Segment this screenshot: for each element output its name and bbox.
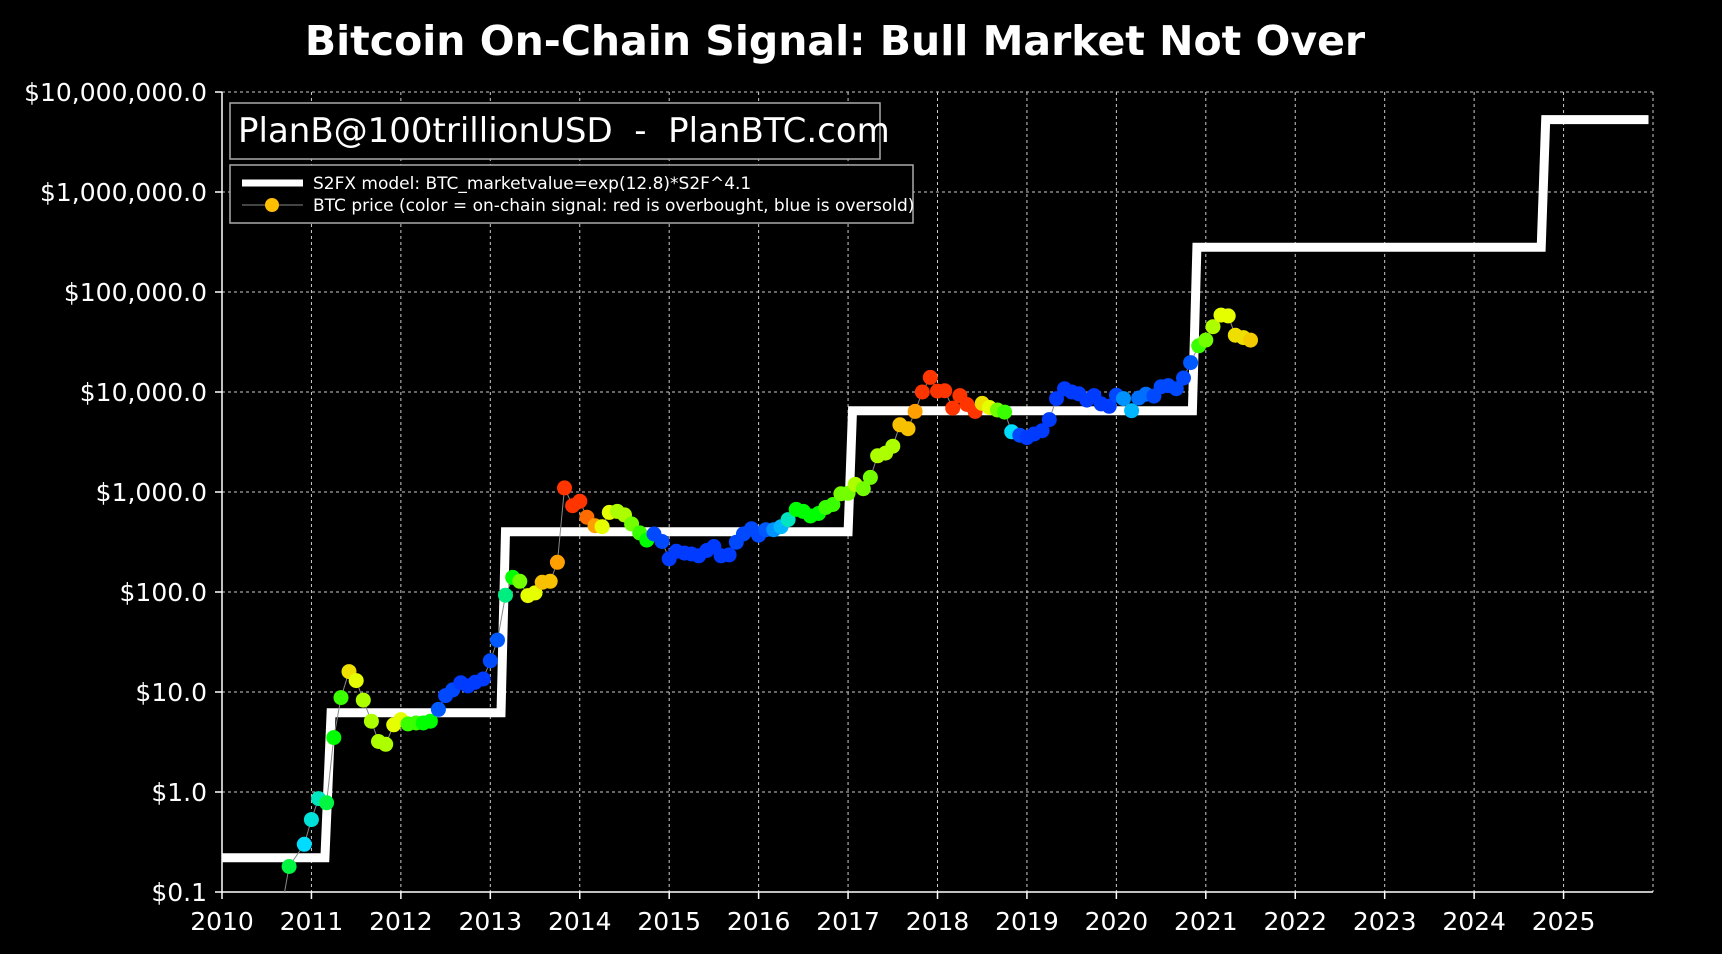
x-tick-label: 2019 <box>995 907 1059 936</box>
x-tick-label: 2022 <box>1263 907 1327 936</box>
price-point <box>780 512 796 528</box>
price-point <box>862 469 878 485</box>
x-tick-label: 2021 <box>1174 907 1238 936</box>
price-point <box>914 384 930 400</box>
y-tick-label: $10,000.0 <box>80 378 207 407</box>
price-point <box>572 493 588 509</box>
x-tick-label: 2015 <box>637 907 701 936</box>
price-point <box>527 585 543 601</box>
price-point <box>945 400 961 416</box>
price-point <box>490 632 505 648</box>
price-point <box>348 673 364 689</box>
price-point <box>900 421 916 437</box>
x-tick-label: 2017 <box>816 907 880 936</box>
price-point <box>363 713 379 729</box>
price-point <box>475 671 491 687</box>
price-point <box>319 795 335 811</box>
price-point <box>997 404 1013 420</box>
price-point <box>1176 370 1191 386</box>
y-tick-label: $0.1 <box>151 878 207 907</box>
x-tick-label: 2012 <box>369 907 433 936</box>
legend-label-model: S2FX model: BTC_marketvalue=exp(12.8)*S2… <box>313 174 751 194</box>
y-tick-label: $1.0 <box>151 778 207 807</box>
price-point <box>1116 391 1131 407</box>
price-point <box>281 859 297 874</box>
price-point <box>542 573 558 589</box>
price-point <box>1041 412 1057 428</box>
watermark-frame <box>229 102 881 160</box>
price-point <box>1183 355 1199 371</box>
price-point <box>422 713 438 729</box>
price-point <box>922 369 938 385</box>
price-point <box>1198 332 1214 348</box>
price-point <box>1243 332 1258 348</box>
price-point <box>498 587 513 603</box>
chart-title: Bitcoin On-Chain Signal: Bull Market Not… <box>305 17 1366 65</box>
price-point <box>512 573 528 589</box>
x-tick-label: 2011 <box>280 907 344 936</box>
price-point <box>1168 381 1184 397</box>
axis-ticks: 2010 2011 2012 2013 2014 2015 2016 2017 2018 2019… <box>24 78 1595 936</box>
watermark-label: PlanB@100trillionUSD - PlanBTC.com <box>238 111 890 151</box>
price-point <box>1220 308 1236 324</box>
y-tick-label: $10.0 <box>135 678 207 707</box>
price-point <box>1034 423 1050 439</box>
axes <box>221 92 1653 893</box>
watermark-box: PlanB@100trillionUSD - PlanBTC.com <box>229 102 890 160</box>
price-point <box>907 403 923 419</box>
price-point <box>825 497 841 512</box>
y-tick-label: $1,000.0 <box>96 478 207 507</box>
price-point <box>885 438 901 454</box>
price-point <box>1124 403 1140 419</box>
price-point <box>937 383 953 399</box>
price-point <box>333 690 349 706</box>
x-tick-label: 2020 <box>1085 907 1149 936</box>
x-tick-label: 2013 <box>459 907 523 936</box>
price-point <box>594 519 610 535</box>
x-tick-label: 2024 <box>1442 907 1506 936</box>
price-point <box>378 736 394 752</box>
price-point <box>549 554 565 570</box>
price-point <box>721 547 737 563</box>
legend-label-price: BTC price (color = on-chain signal: red … <box>313 196 914 216</box>
price-point <box>303 812 319 828</box>
y-tick-label: $1,000,000.0 <box>40 178 207 207</box>
y-tick-label: $100,000.0 <box>64 278 207 307</box>
price-point <box>654 534 670 549</box>
y-tick-label: $100.0 <box>120 578 207 607</box>
price-point <box>1101 398 1117 414</box>
legend: S2FX model: BTC_marketvalue=exp(12.8)*S2… <box>229 164 914 224</box>
price-point <box>855 481 871 497</box>
x-tick-label: 2025 <box>1532 907 1596 936</box>
x-tick-label: 2010 <box>190 907 254 936</box>
x-tick-label: 2018 <box>906 907 970 936</box>
x-tick-label: 2023 <box>1353 907 1417 936</box>
legend-frame <box>229 164 914 224</box>
series-btc-price <box>281 307 1258 893</box>
x-tick-label: 2014 <box>548 907 612 936</box>
price-point <box>296 836 312 852</box>
y-tick-label: $10,000,000.0 <box>24 78 207 107</box>
price-point <box>355 692 371 708</box>
price-point <box>482 653 498 669</box>
x-tick-label: 2016 <box>727 907 791 936</box>
legend-swatch-price-dot <box>265 198 279 212</box>
price-point <box>557 480 572 496</box>
price-point <box>326 730 342 746</box>
price-point <box>1205 319 1221 335</box>
price-point <box>430 701 446 717</box>
